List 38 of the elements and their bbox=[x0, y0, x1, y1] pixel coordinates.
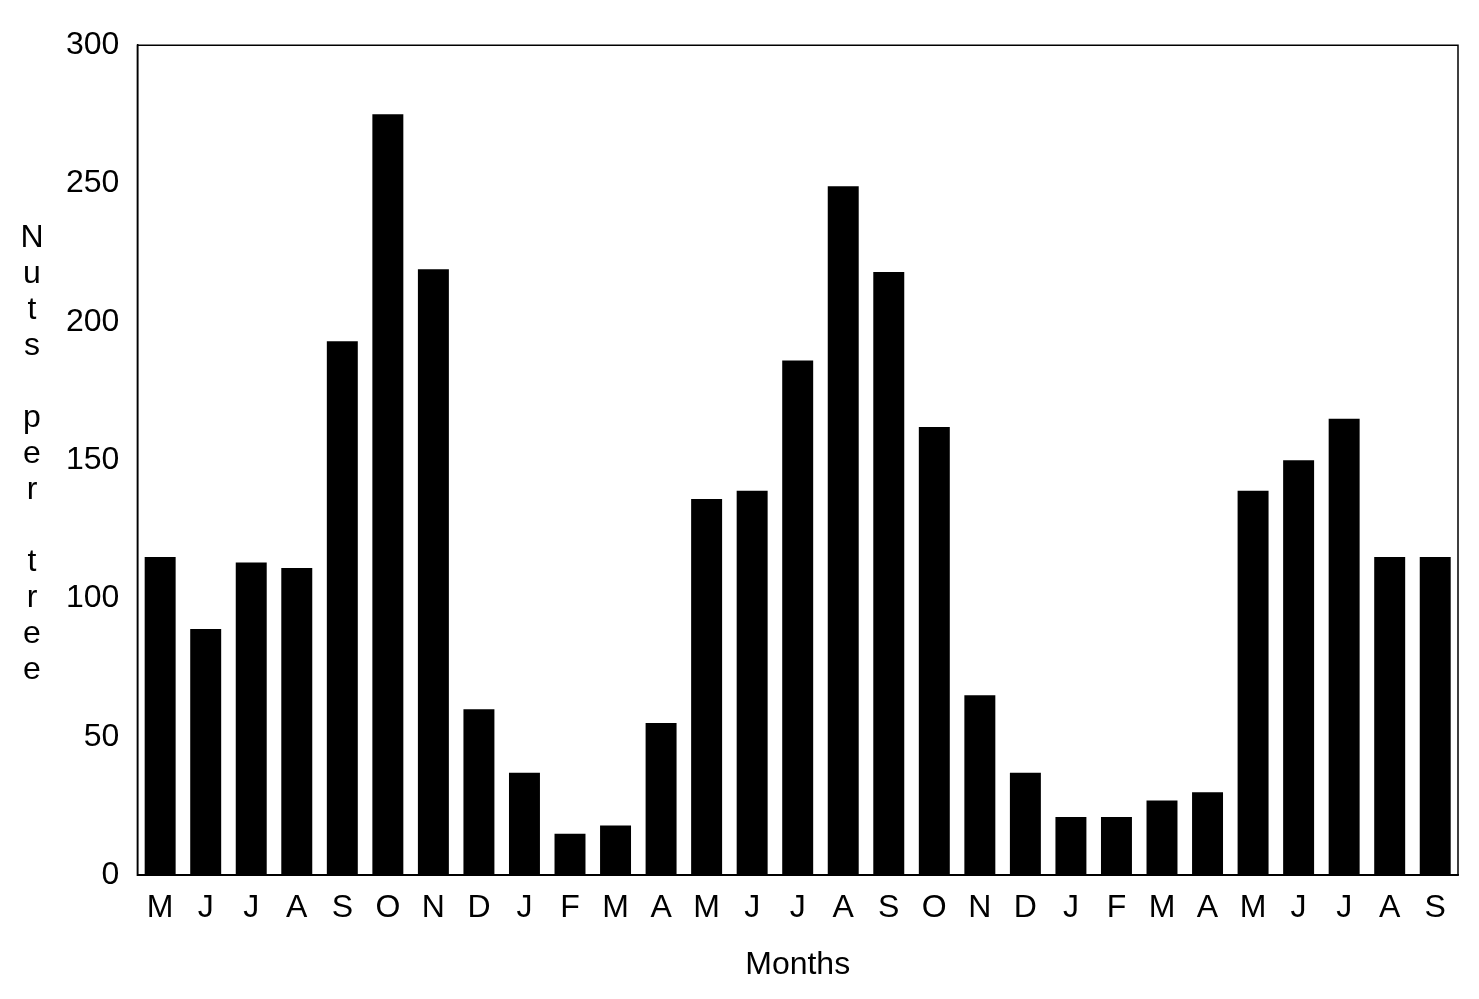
x-tick-label: J bbox=[197, 888, 214, 925]
x-tick-label: S bbox=[1424, 888, 1446, 925]
x-tick-label: A bbox=[1379, 888, 1402, 925]
x-tick-label: M bbox=[693, 888, 720, 925]
x-tick-label: N bbox=[421, 888, 445, 925]
y-tick-label: 250 bbox=[66, 163, 120, 200]
x-tick-label: M bbox=[1148, 888, 1176, 925]
x-axis-title: Months bbox=[745, 944, 851, 981]
x-tick-label: M bbox=[146, 888, 174, 925]
x-tick-label: J bbox=[1290, 888, 1307, 925]
x-tick-label: A bbox=[1196, 888, 1219, 925]
x-tick-label: F bbox=[1106, 888, 1127, 925]
x-tick-label: O bbox=[921, 888, 947, 925]
x-tick-label: M bbox=[602, 888, 629, 925]
x-tick-label: A bbox=[650, 888, 673, 925]
x-tick-label: S bbox=[878, 888, 900, 925]
x-tick-label: S bbox=[331, 888, 353, 925]
x-tick-label: J bbox=[516, 888, 533, 925]
x-tick-label: M bbox=[1239, 888, 1267, 925]
y-axis-title: Nuts per tree bbox=[13, 218, 50, 686]
x-tick-label: J bbox=[789, 888, 806, 925]
x-tick-label: D bbox=[467, 888, 491, 925]
x-tick-label: J bbox=[243, 888, 260, 925]
x-tick-label: F bbox=[560, 888, 580, 925]
x-tick-label: J bbox=[1062, 888, 1079, 925]
x-tick-label: D bbox=[1013, 888, 1037, 925]
y-tick-label: 150 bbox=[66, 440, 120, 477]
y-tick-label: 50 bbox=[83, 716, 120, 753]
x-tick-label: A bbox=[286, 888, 309, 925]
x-tick-label: A bbox=[832, 888, 855, 925]
y-tick-label: 0 bbox=[101, 855, 120, 892]
y-tick-label: 200 bbox=[66, 301, 120, 338]
x-tick-label: N bbox=[968, 888, 992, 925]
x-tick-label: J bbox=[1336, 888, 1353, 925]
y-tick-label: 300 bbox=[66, 25, 120, 62]
y-tick-label: 100 bbox=[66, 578, 120, 615]
x-tick-label: J bbox=[744, 888, 761, 925]
x-tick-label: O bbox=[375, 888, 401, 925]
